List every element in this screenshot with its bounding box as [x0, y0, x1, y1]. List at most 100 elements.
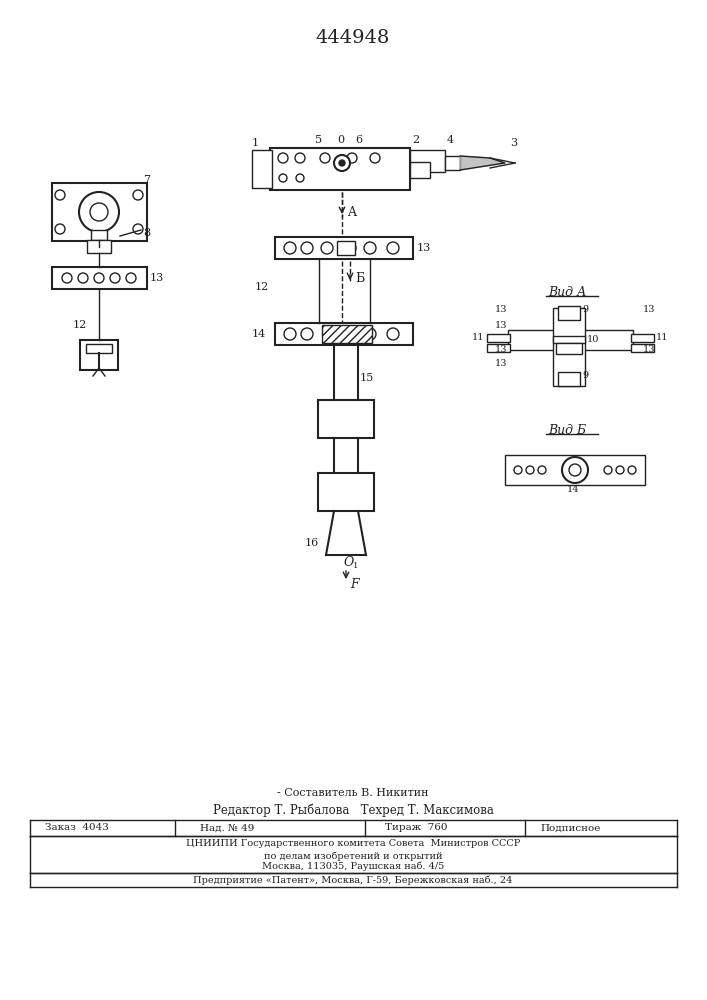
Circle shape: [133, 224, 143, 234]
Text: Вид А: Вид А: [548, 286, 587, 298]
Text: Тираж  760: Тираж 760: [385, 824, 448, 832]
Text: 2: 2: [412, 135, 419, 145]
Bar: [318, 473, 374, 511]
Text: Редактор Т. Рыбалова   Техред Т. Максимова: Редактор Т. Рыбалова Техред Т. Максимова: [213, 803, 493, 817]
Bar: [631, 334, 654, 342]
Text: 1: 1: [353, 562, 358, 570]
Circle shape: [110, 273, 120, 283]
Bar: [410, 162, 430, 178]
Circle shape: [364, 242, 376, 254]
Text: 11: 11: [656, 332, 669, 342]
Text: 444948: 444948: [316, 29, 390, 47]
Circle shape: [133, 190, 143, 200]
Circle shape: [296, 174, 304, 182]
Bar: [91, 230, 107, 240]
Circle shape: [284, 242, 296, 254]
Text: Москва, 113035, Раушская наб. 4/5: Москва, 113035, Раушская наб. 4/5: [262, 861, 444, 871]
Text: Вид Б: Вид Б: [548, 424, 586, 436]
Circle shape: [55, 224, 65, 234]
Circle shape: [347, 153, 357, 163]
Bar: [275, 237, 413, 259]
Bar: [52, 267, 147, 289]
Text: O: O: [344, 556, 354, 570]
Text: 16: 16: [305, 538, 320, 548]
Text: 9: 9: [582, 306, 588, 314]
Bar: [487, 344, 510, 352]
Bar: [487, 334, 510, 342]
Circle shape: [55, 190, 65, 200]
Circle shape: [90, 203, 108, 221]
Bar: [322, 325, 372, 343]
Bar: [337, 241, 355, 255]
Text: 15: 15: [360, 373, 374, 383]
Circle shape: [301, 328, 313, 340]
Circle shape: [339, 160, 345, 166]
Circle shape: [370, 153, 380, 163]
Circle shape: [321, 242, 333, 254]
Circle shape: [278, 153, 288, 163]
Text: 9: 9: [582, 371, 588, 380]
Text: A: A: [347, 206, 356, 219]
Text: 13: 13: [495, 306, 508, 314]
Text: 5: 5: [315, 135, 322, 145]
Circle shape: [562, 457, 588, 483]
Text: Заказ  4043: Заказ 4043: [45, 824, 109, 832]
Text: F: F: [350, 578, 358, 591]
Bar: [252, 150, 272, 188]
Text: Подписное: Подписное: [540, 824, 600, 832]
Circle shape: [616, 466, 624, 474]
Text: 4: 4: [447, 135, 454, 145]
Bar: [318, 400, 374, 438]
Text: Предприятие «Патент», Москва, Г-59, Бережковская наб., 24: Предприятие «Патент», Москва, Г-59, Бере…: [193, 875, 513, 885]
Bar: [410, 150, 445, 172]
Circle shape: [79, 192, 119, 232]
Text: 11: 11: [472, 334, 484, 342]
Bar: [505, 455, 645, 485]
Circle shape: [628, 466, 636, 474]
Circle shape: [320, 153, 330, 163]
Bar: [86, 344, 112, 353]
Bar: [558, 372, 580, 386]
Polygon shape: [460, 156, 505, 170]
Text: 6: 6: [355, 135, 362, 145]
Circle shape: [387, 328, 399, 340]
Circle shape: [604, 466, 612, 474]
Circle shape: [279, 174, 287, 182]
Bar: [80, 340, 118, 370]
Circle shape: [514, 466, 522, 474]
Text: Над. № 49: Над. № 49: [200, 824, 255, 832]
Text: 13: 13: [150, 273, 164, 283]
Text: 14: 14: [252, 329, 267, 339]
Text: 14: 14: [567, 486, 580, 494]
Circle shape: [295, 153, 305, 163]
Text: ЦНИИПИ Государственного комитета Совета  Министров СССР: ЦНИИПИ Государственного комитета Совета …: [186, 840, 520, 848]
Circle shape: [94, 273, 104, 283]
Text: 13: 13: [495, 322, 508, 330]
Circle shape: [126, 273, 136, 283]
Text: 12: 12: [73, 320, 87, 330]
Text: 3: 3: [510, 138, 517, 148]
Bar: [508, 330, 633, 350]
Text: 10: 10: [587, 334, 600, 344]
Bar: [558, 306, 580, 320]
Text: 1: 1: [252, 138, 259, 148]
Bar: [553, 336, 585, 343]
Circle shape: [284, 328, 296, 340]
Circle shape: [569, 464, 581, 476]
Bar: [270, 148, 410, 190]
Bar: [87, 240, 111, 253]
Text: 13: 13: [643, 346, 655, 355]
Bar: [631, 344, 654, 352]
Circle shape: [301, 242, 313, 254]
Text: 8: 8: [143, 228, 150, 238]
Text: 12: 12: [255, 282, 269, 292]
Circle shape: [387, 242, 399, 254]
Bar: [445, 156, 460, 170]
Text: по делам изобретений и открытий: по делам изобретений и открытий: [264, 851, 443, 861]
Text: - Составитель В. Никитин: - Составитель В. Никитин: [277, 788, 428, 798]
Bar: [275, 323, 413, 345]
Bar: [553, 308, 585, 386]
Bar: [556, 343, 582, 354]
Circle shape: [62, 273, 72, 283]
Circle shape: [538, 466, 546, 474]
